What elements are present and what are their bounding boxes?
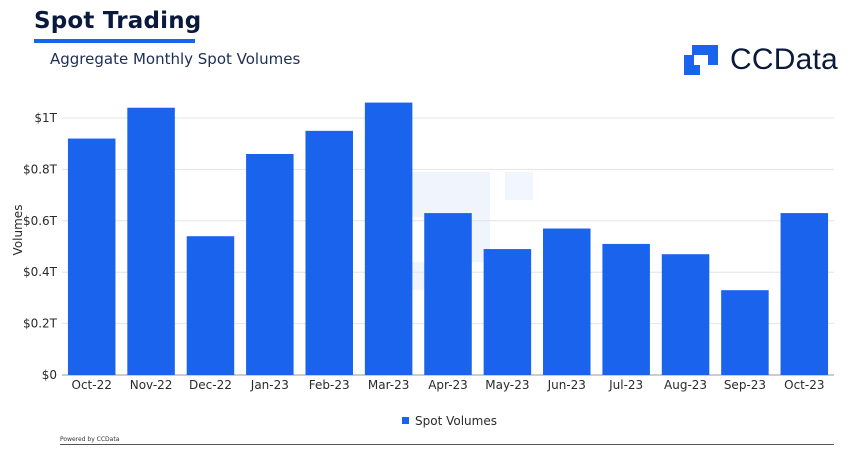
y-tick-label: $0.4T <box>23 265 58 279</box>
y-tick-label: $0.8T <box>23 162 58 176</box>
y-axis-label: Volumes <box>11 205 25 256</box>
x-tick-label: Mar-23 <box>368 378 409 392</box>
bars <box>67 102 829 375</box>
bar-apr-23 <box>424 213 472 375</box>
legend-swatch <box>402 417 409 424</box>
brand-name: CCData <box>730 43 838 76</box>
y-tick-label: $0.2T <box>23 317 58 331</box>
bar-jan-23 <box>246 153 294 375</box>
x-axis-ticks: Oct-22 Nov-22 Dec-22 Jan-23 Feb-23 Mar-23 Apr-… <box>72 378 825 392</box>
y-tick-label: $0 <box>42 368 57 382</box>
y-tick-label: $1T <box>34 111 57 125</box>
legend-label: Spot Volumes <box>415 414 497 428</box>
x-tick-label: Nov-22 <box>130 378 173 392</box>
bar-jul-23 <box>602 243 650 375</box>
y-axis-ticks: $0 $0.2T $0.4T $0.6T $0.8T $1T <box>23 111 58 382</box>
ccdata-logo-icon <box>684 45 718 75</box>
bar-oct-23 <box>780 213 829 375</box>
y-tick-label: $0.6T <box>23 214 58 228</box>
bar-dec-22 <box>186 236 235 375</box>
bar-aug-23 <box>661 254 710 375</box>
x-tick-label: Aug-23 <box>664 378 707 392</box>
bar-nov-22 <box>127 107 175 375</box>
page-subtitle: Aggregate Monthly Spot Volumes <box>50 50 301 68</box>
x-tick-label: Jan-23 <box>250 378 289 392</box>
x-tick-label: Oct-23 <box>784 378 824 392</box>
x-tick-label: Jun-23 <box>547 378 586 392</box>
x-tick-label: Jul-23 <box>608 378 643 392</box>
title-underline <box>34 39 195 43</box>
bar-mar-23 <box>364 102 413 375</box>
bar-may-23 <box>483 249 532 375</box>
legend: Spot Volumes <box>402 414 497 428</box>
bar-feb-23 <box>305 130 353 375</box>
x-tick-label: Apr-23 <box>428 378 468 392</box>
footer-credit: Powered by CCData <box>60 436 120 443</box>
brand-logo: CCData <box>680 40 838 80</box>
bar-sep-23 <box>721 290 769 375</box>
footer-rule <box>60 444 834 445</box>
x-tick-label: May-23 <box>485 378 529 392</box>
x-tick-label: Oct-22 <box>72 378 112 392</box>
x-tick-label: Sep-23 <box>724 378 766 392</box>
bar-oct-22 <box>67 138 116 375</box>
x-tick-label: Feb-23 <box>309 378 350 392</box>
page-title: Spot Trading <box>34 8 202 34</box>
x-tick-label: Dec-22 <box>189 378 232 392</box>
bar-jun-23 <box>543 228 591 375</box>
